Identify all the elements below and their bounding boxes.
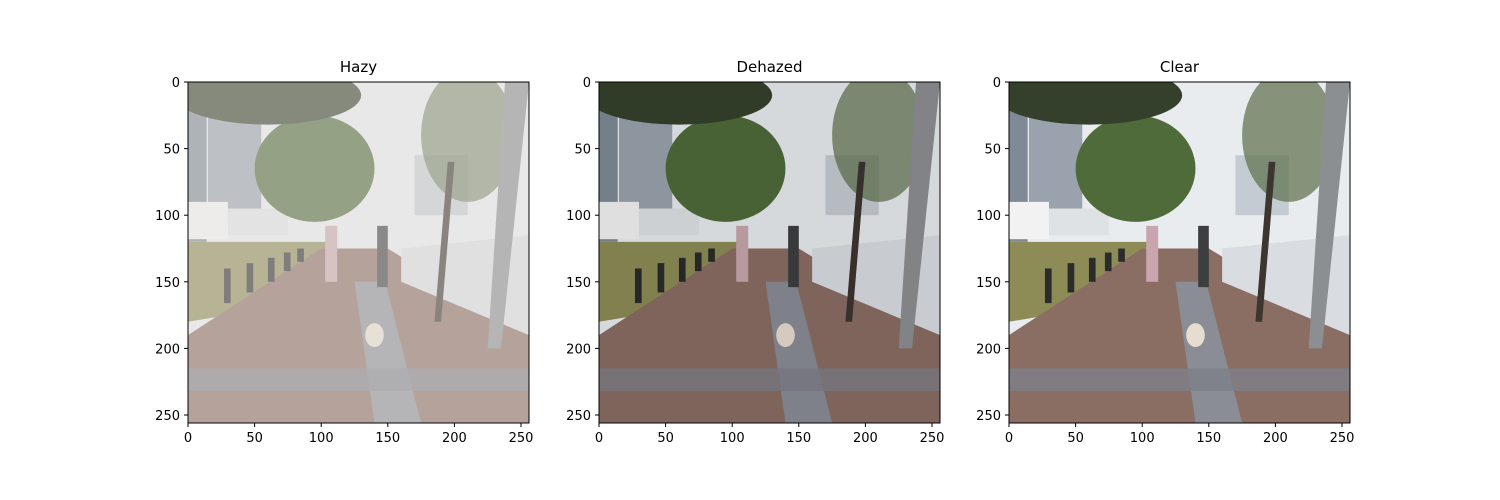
axes-frame: [1008, 81, 1351, 424]
x-tick-label: 150: [1196, 431, 1221, 446]
y-tick-label: 200: [976, 342, 1001, 357]
y-tick-label: 250: [976, 409, 1001, 424]
x-tick-label: 0: [1005, 431, 1013, 446]
y-tick-label: 150: [566, 276, 591, 291]
panel-image: [599, 82, 940, 423]
x-tick-label: 0: [184, 431, 192, 446]
y-tick-label: 200: [155, 342, 180, 357]
y-tick-label: 0: [583, 76, 591, 91]
x-tick-label: 200: [442, 431, 467, 446]
panel-hazy: Hazy 0 50 100 150 200 250 0 50 100 150 200 250: [155, 58, 533, 446]
y-tick-label: 100: [976, 209, 1001, 224]
x-tick-label: 150: [786, 431, 811, 446]
street-photo: [1009, 82, 1350, 423]
panel-title: Hazy: [340, 58, 377, 76]
y-tick-label: 200: [566, 342, 591, 357]
x-tick-label: 100: [720, 431, 745, 446]
panel-title: Clear: [1160, 58, 1200, 76]
y-tick-label: 150: [155, 276, 180, 291]
y-tick-label: 100: [155, 209, 180, 224]
x-tick-label: 100: [309, 431, 334, 446]
y-tick-label: 150: [976, 276, 1001, 291]
y-tick-label: 0: [993, 76, 1001, 91]
y-tick-label: 250: [155, 409, 180, 424]
x-tick-label: 200: [853, 431, 878, 446]
x-tick-label: 250: [920, 431, 945, 446]
y-tick-label: 100: [566, 209, 591, 224]
y-tick-label: 50: [984, 143, 1001, 158]
x-tick-label: 0: [595, 431, 603, 446]
x-tick-label: 50: [1067, 431, 1084, 446]
panel-title: Dehazed: [736, 58, 802, 76]
panel-dehazed: Dehazed 0 50 100 150 200 250 0 50 100 150 200 250: [566, 58, 944, 446]
axes-frame: [598, 81, 941, 424]
y-tick-label: 50: [163, 143, 180, 158]
x-tick-label: 250: [509, 431, 534, 446]
panel-clear: Clear 0 50 100 150 200 250 0 50 100 150 200 250: [976, 58, 1354, 446]
street-photo: [188, 82, 529, 423]
x-tick-label: 200: [1263, 431, 1288, 446]
x-tick-label: 150: [375, 431, 400, 446]
street-photo: [599, 82, 940, 423]
y-tick-label: 0: [172, 76, 180, 91]
x-tick-label: 50: [246, 431, 263, 446]
x-tick-label: 250: [1330, 431, 1355, 446]
y-tick-label: 50: [574, 143, 591, 158]
panel-image: [1009, 82, 1350, 423]
x-tick-label: 50: [657, 431, 674, 446]
y-tick-label: 250: [566, 409, 591, 424]
axes-frame: [187, 81, 530, 424]
x-tick-label: 100: [1130, 431, 1155, 446]
panel-image: [188, 82, 529, 423]
